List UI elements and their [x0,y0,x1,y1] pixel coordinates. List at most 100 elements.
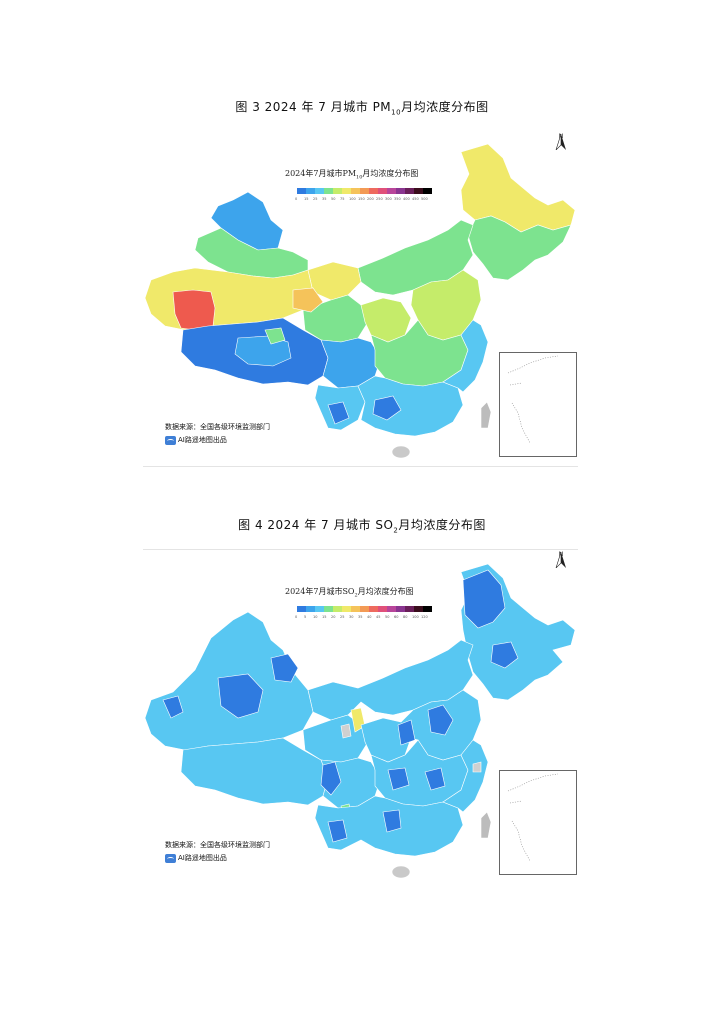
legend-tick-label: 10 [313,615,318,619]
legend-tick-label: 60 [394,615,399,619]
region-gansu-orange [292,287,324,313]
legend-tick-label: 45 [376,615,381,619]
so2-region-taiwan [480,811,492,839]
legend-swatch [378,188,387,194]
so2-region-hebei-deep [427,704,454,736]
so2-region-hulunbuir [462,569,506,629]
region-qinghai [302,294,369,343]
legend-tick-label: 400 [403,197,410,201]
south-china-sea-inset [499,352,577,457]
legend-tick-label: 30 [349,615,354,619]
region-guangxi-deep [372,395,402,421]
legend-swatch [360,606,369,612]
legend-swatch [423,188,432,194]
so2-legend-bar [297,606,432,612]
legend-swatch [297,188,306,194]
so2-region-east-coast [442,739,489,813]
so2-region-sichuan-deep [320,761,342,796]
so2-region-hainan [391,865,411,879]
pm10-publisher: AI路遥地图出品 [165,435,227,445]
legend-swatch [342,606,351,612]
legend-swatch [387,606,396,612]
legend-swatch [405,188,414,194]
publisher-logo-icon [165,853,176,863]
legend-swatch [333,188,342,194]
region-northeast-north [460,143,576,233]
legend-tick-label: 100 [349,197,356,201]
legend-tick-label: 200 [367,197,374,201]
legend-swatch [351,188,360,194]
so2-south-china-sea-inset [499,770,577,875]
so2-region-xinjiang-deep-1 [217,673,264,719]
legend-swatch [315,606,324,612]
legend-swatch [351,606,360,612]
legend-swatch [405,606,414,612]
legend-swatch [360,188,369,194]
legend-tick-label: 50 [385,615,390,619]
legend-tick-label: 100 [412,615,419,619]
pm10-legend-ticks: 0 15 25 35 50 75 100 150 200 250 300 350 400 450 500 [295,197,430,201]
legend-swatch [369,606,378,612]
legend-tick-label: 350 [394,197,401,201]
region-yunnan-deep [327,401,350,425]
region-inner-mongolia [357,219,474,296]
legend-tick-label: 40 [367,615,372,619]
pm10-map-title: 2024年7月城市PM10月均浓度分布图 [285,169,419,181]
legend-tick-label: 450 [412,197,419,201]
figure-3-caption: 图 3 2024 年 7 月城市 PM10月均浓度分布图 [235,100,489,117]
so2-region-qinghai [302,714,369,763]
so2-publisher: AI路遥地图出品 [165,853,227,863]
region-south-china [357,375,464,437]
legend-swatch [297,606,306,612]
legend-tick-label: 150 [358,197,365,201]
so2-region-gray [340,723,352,739]
legend-swatch [396,606,405,612]
legend-tick-label: 25 [313,197,318,201]
north-arrow-icon: N [555,134,567,156]
legend-swatch [378,606,387,612]
publisher-logo-icon [165,435,176,445]
legend-swatch [396,188,405,194]
so2-data-source: 数据来源：全国各级环境监测部门 [165,841,270,849]
figure-4-caption: 图 4 2024 年 7 月城市 SO2月均浓度分布图 [238,518,486,535]
legend-tick-label: 120 [421,615,428,619]
legend-swatch [306,606,315,612]
legend-tick-label: 15 [304,197,309,201]
region-kashgar [172,289,216,331]
north-arrow-icon: N [555,552,567,574]
legend-tick-label: 300 [385,197,392,201]
so2-map-canvas [144,563,576,879]
so2-region-central-deep-2 [424,767,446,791]
so2-region-xinjiang-deep-3 [162,695,184,719]
legend-swatch [414,606,423,612]
so2-region-ne-deep [490,641,519,669]
legend-swatch [414,188,423,194]
legend-swatch [306,188,315,194]
legend-tick-label: 35 [358,615,363,619]
legend-swatch [333,606,342,612]
legend-swatch [369,188,378,194]
so2-region-shanxi-deep [397,719,416,746]
pm10-legend-bar [297,188,432,194]
so2-map-title: 2024年7月城市SO2月均浓度分布图 [285,587,414,599]
legend-tick-label: 0 [295,197,298,201]
so2-region-south-deep-2 [382,809,402,833]
legend-tick-label: 250 [376,197,383,201]
so2-region-east-gray [472,761,482,773]
legend-tick-label: 25 [340,615,345,619]
region-hainan [391,445,411,459]
legend-swatch [342,188,351,194]
so2-map: 2024年7月城市SO2月均浓度分布图 0 5 10 15 20 25 30 35 40 45 50… [143,550,578,879]
legend-swatch [315,188,324,194]
region-taiwan [480,401,492,429]
so2-legend-ticks: 0 5 10 15 20 25 30 35 40 45 50 60 80 100 120 [295,615,430,619]
legend-swatch [387,188,396,194]
legend-tick-label: 0 [295,615,298,619]
pm10-data-source: 数据来源：全国各级环境监测部门 [165,423,270,431]
so2-region-south-deep-1 [327,819,348,843]
legend-swatch [423,606,432,612]
region-northeast-south [467,215,572,281]
legend-tick-label: 5 [304,615,307,619]
legend-tick-label: 35 [322,197,327,201]
legend-tick-label: 20 [331,615,336,619]
